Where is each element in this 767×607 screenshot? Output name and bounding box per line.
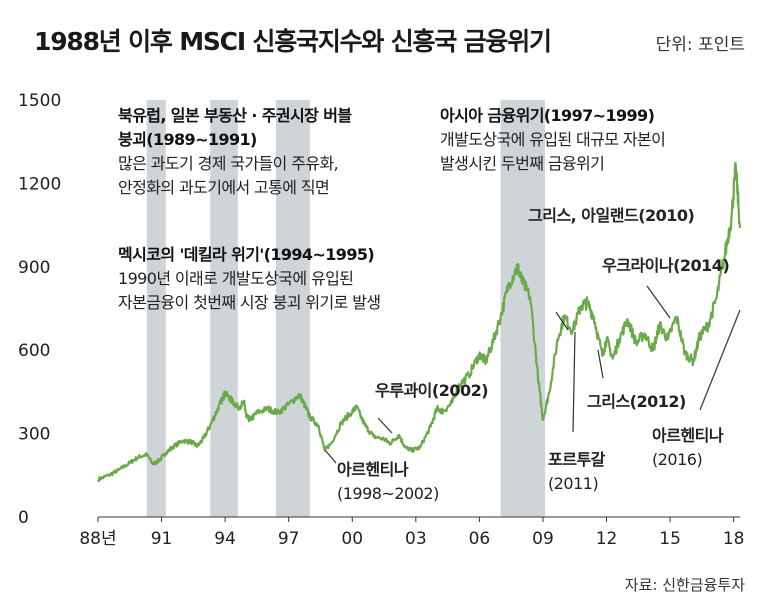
annotation-1-line-0: 멕시코의 '데킬라 위기'(1994~1995) (118, 245, 374, 264)
annotation-7-line-1: (2011) (548, 474, 598, 493)
annotation-0-line-0: 북유럽, 일본 부동산 · 주권시장 버블 (118, 106, 352, 125)
crisis-band-0 (146, 100, 166, 517)
annotation-9-line-0: 아르헨티나 (652, 426, 724, 445)
chart-title: 1988년 이후 MSCI 신흥국지수와 신흥국 금융위기 (34, 27, 552, 56)
x-tick-label-3: 97 (278, 529, 300, 549)
crisis-bands (146, 100, 546, 517)
x-tick-label-8: 12 (596, 529, 618, 549)
series-lines (97, 161, 742, 483)
x-axis-ticks: 88년 91 94 97 00 03 06 09 12 15 18 (79, 517, 744, 549)
x-tick-label-1: 91 (151, 529, 173, 549)
y-tick-label-2: 900 (18, 258, 50, 278)
x-tick-label-9: 15 (659, 529, 681, 549)
x-tick-label-10: 18 (723, 529, 745, 549)
x-tick-label-5: 03 (405, 529, 427, 549)
crisis-band-2 (275, 100, 310, 517)
annotation-0-line-2: 많은 과도기 경제 국가들이 주유화, (118, 154, 338, 173)
annotation-1-line-1: 1990년 이래로 개발도상국에 유입된 (118, 269, 353, 288)
annotation-6-line-0: 아르헨티나 (337, 460, 409, 479)
y-axis-ticks: 1500 1200 900 600 300 0 (18, 91, 61, 528)
leader-line-0 (555, 311, 569, 331)
x-tick-label-0: 88년 (79, 529, 116, 549)
x-tick-label-7: 09 (532, 529, 554, 549)
source-label: 자료: 신한금융투자 (624, 576, 745, 594)
annotation-0-line-3: 안정화의 과도기에서 고통에 직면 (118, 178, 329, 197)
y-tick-label-0: 1500 (18, 91, 61, 111)
annotation-6-line-1: (1998~2002) (337, 484, 439, 503)
annotation-7-line-0: 포르투갈 (548, 450, 606, 469)
x-tick-label-2: 94 (214, 529, 236, 549)
y-tick-label-4: 300 (18, 425, 50, 445)
series-line-0 (97, 161, 742, 483)
x-tick-label-6: 06 (469, 529, 491, 549)
y-tick-label-3: 600 (18, 341, 50, 361)
annotation-9-line-1: (2016) (652, 450, 702, 469)
leader-line-6 (699, 309, 741, 411)
leader-line-4 (572, 331, 576, 433)
leader-line-2 (377, 417, 393, 434)
leader-line-5 (597, 349, 604, 379)
annotation-2-line-1: 개발도상국에 유입된 대규모 자본이 (440, 130, 665, 149)
annotation-5-line-0: 우루과이(2002) (375, 381, 488, 400)
leader-line-3 (324, 449, 337, 464)
y-tick-label-5: 0 (18, 508, 29, 528)
annotation-1-line-2: 자본금융이 첫번째 시장 붕괴 위기로 발생 (118, 293, 380, 312)
annotation-leaders (324, 285, 741, 464)
leader-line-1 (646, 285, 671, 319)
y-tick-label-1: 1200 (18, 174, 61, 194)
annotation-4-line-0: 우크라이나(2014) (602, 256, 729, 275)
annotation-2-line-2: 발생시킨 두번째 금융위기 (440, 154, 604, 173)
crisis-band-1 (210, 100, 238, 517)
crisis-band-3 (500, 100, 546, 517)
x-tick-label-4: 00 (341, 529, 363, 549)
annotation-2-line-0: 아시아 금융위기(1997~1999) (440, 106, 654, 125)
annotation-8-line-0: 그리스(2012) (587, 392, 686, 411)
unit-label: 단위: 포인트 (655, 35, 745, 55)
annotation-0-line-1: 붕괴(1989~1991) (118, 130, 257, 149)
annotation-3-line-0: 그리스, 아일랜드(2010) (528, 206, 694, 225)
